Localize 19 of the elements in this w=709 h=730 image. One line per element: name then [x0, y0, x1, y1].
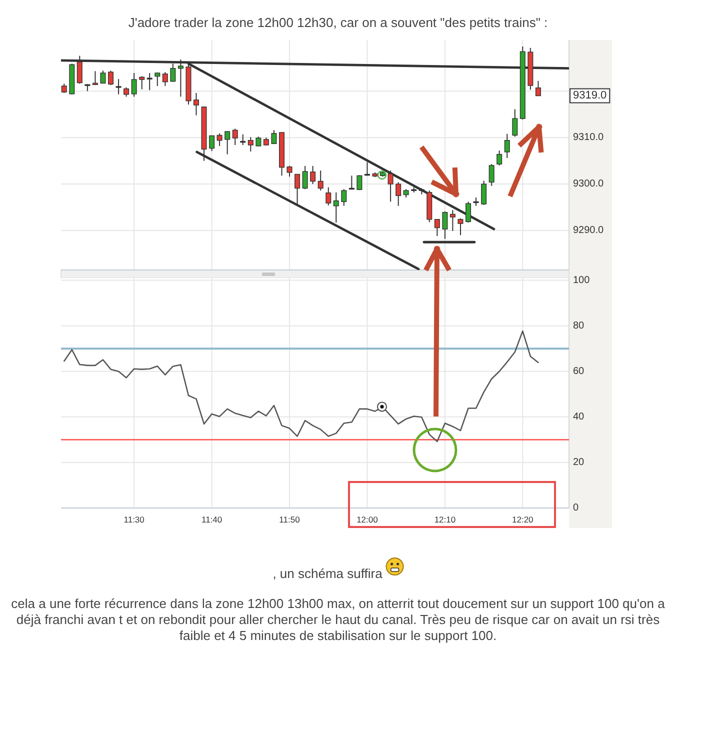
annotation: 9319.0: [573, 90, 607, 102]
text: cela a une forte récurrence dans la zone 12h00 13h00 max, on atterrit tout doucement sur un support 100 qu'on a déjà franchi avan t et on rebondit pour aller chercher le haut du canal. Très peu de risque car on avait un rsi très faible et 4 5 minutes de stabilisation sur le support 100.: [11, 596, 666, 643]
y-tick-label: 40: [573, 412, 585, 423]
y-tick-label: 60: [573, 366, 585, 378]
y-tick-label: 80: [573, 320, 585, 332]
y-tick-label: 20: [573, 457, 585, 468]
y-tick-label: 9300.0: [573, 178, 604, 190]
y-tick-label: 0: [573, 502, 579, 514]
x-tick-label: 11:50: [279, 514, 300, 524]
chart-title: J'adore trader la zone 12h00 12h30, car on a souvent "des petits trains" :: [128, 15, 548, 30]
text: , un schéma suffira: [272, 566, 384, 581]
x-tick-label: 12:10: [434, 514, 456, 524]
y-tick-label: 9310.0: [573, 132, 604, 144]
x-tick-label: 12:20: [512, 514, 534, 524]
y-tick-label: 100: [573, 274, 590, 286]
x-tick-label: 11:40: [201, 514, 222, 524]
x-tick-label: 11:30: [124, 514, 145, 524]
y-tick-label: 9290.0: [573, 225, 604, 236]
x-tick-label: 12:00: [356, 514, 378, 524]
